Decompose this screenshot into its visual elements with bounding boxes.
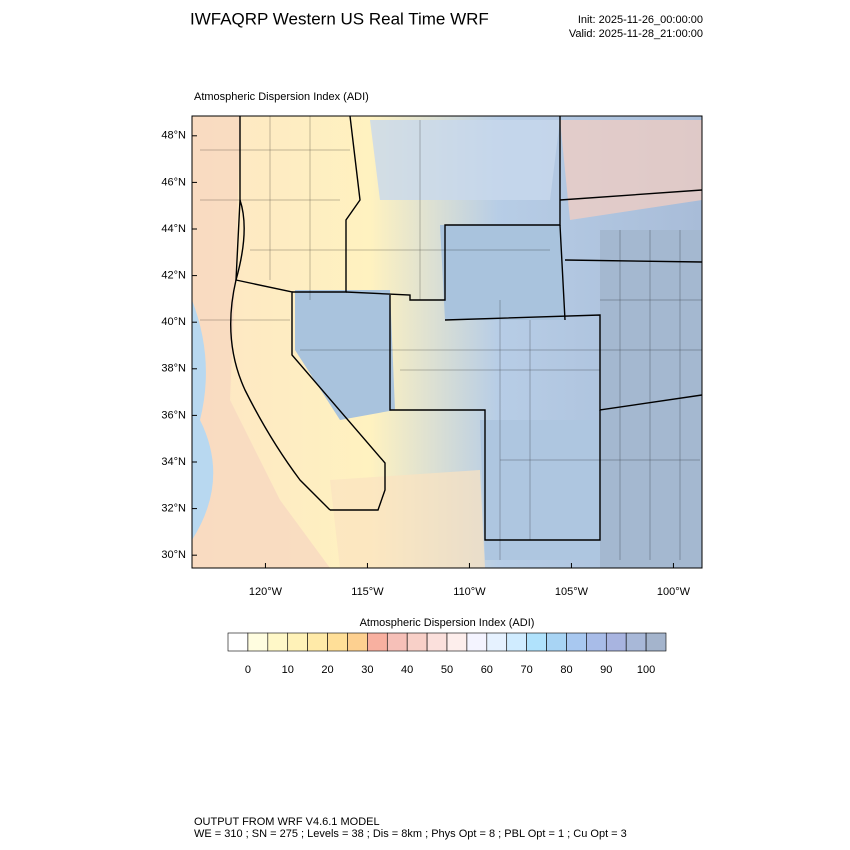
colorbar-box xyxy=(645,632,667,652)
footer-line: WE = 310 ; SN = 275 ; Levels = 38 ; Dis … xyxy=(194,828,627,840)
colorbar-tick-label: 90 xyxy=(600,664,612,676)
colorbar-tick-label: 100 xyxy=(637,664,655,676)
lat-tick-label: 44°N xyxy=(161,223,186,235)
lat-tick-label: 34°N xyxy=(161,456,186,468)
colorbar-box xyxy=(506,632,527,652)
title: IWFAQRP Western US Real Time WRF xyxy=(190,9,489,28)
colorbar-tick-label: 10 xyxy=(282,664,294,676)
colorbar-tick-label: 40 xyxy=(401,664,413,676)
colorbar-box xyxy=(406,632,428,652)
colorbar-box xyxy=(386,632,408,652)
colorbar-box xyxy=(466,632,488,652)
map-frame xyxy=(191,115,703,569)
lon-tick-label: 100°W xyxy=(657,586,691,598)
footer-line: OUTPUT FROM WRF V4.6.1 MODEL xyxy=(194,816,380,828)
lon-tick-label: 105°W xyxy=(555,586,589,598)
colorbar-box xyxy=(327,632,348,652)
lat-tick-label: 38°N xyxy=(161,363,186,375)
colorbar-tick-label: 60 xyxy=(481,664,493,676)
colorbar-box xyxy=(546,632,567,652)
colorbar-box xyxy=(367,632,388,652)
colorbar-tick-label: 0 xyxy=(245,664,251,676)
colorbar-box xyxy=(566,632,587,652)
init-time: Init: 2025-11-26_00:00:00 xyxy=(578,14,703,26)
colorbar-box xyxy=(307,632,328,652)
colorbar-box xyxy=(605,632,627,652)
colorbar-box xyxy=(586,632,607,652)
lat-tick-label: 46°N xyxy=(161,176,186,188)
lat-tick-label: 36°N xyxy=(161,409,186,421)
colorbar-box xyxy=(486,632,508,652)
colorbar-box xyxy=(347,632,368,652)
lon-tick-label: 115°W xyxy=(351,586,384,598)
lat-tick-label: 42°N xyxy=(161,270,186,282)
lat-tick-label: 48°N xyxy=(161,130,186,142)
colorbar-tick-label: 20 xyxy=(321,664,333,676)
colorbar-box xyxy=(287,632,308,652)
lat-tick-label: 32°N xyxy=(161,502,186,514)
lat-tick-label: 30°N xyxy=(161,549,186,561)
colorbar-box xyxy=(526,632,547,652)
valid-time: Valid: 2025-11-28_21:00:00 xyxy=(569,28,703,40)
colorbar-box xyxy=(267,632,289,652)
colorbar-box xyxy=(446,632,468,652)
colorbar-tick-label: 80 xyxy=(560,664,572,676)
colorbar-tick-label: 70 xyxy=(521,664,533,676)
map-field xyxy=(192,116,702,568)
colorbar-tick-label: 30 xyxy=(361,664,373,676)
colorbar-box xyxy=(426,632,448,652)
lon-tick-label: 120°W xyxy=(249,586,283,598)
colorbar-label: Atmospheric Dispersion Index (ADI) xyxy=(360,617,535,629)
map-subtitle: Atmospheric Dispersion Index (ADI) xyxy=(194,91,369,103)
lat-tick-label: 40°N xyxy=(161,316,186,328)
colorbar-tick-label: 50 xyxy=(441,664,453,676)
colorbar-box xyxy=(227,632,249,652)
colorbar-box xyxy=(247,632,269,652)
lon-tick-label: 110°W xyxy=(453,586,486,598)
colorbar-box xyxy=(625,632,647,652)
